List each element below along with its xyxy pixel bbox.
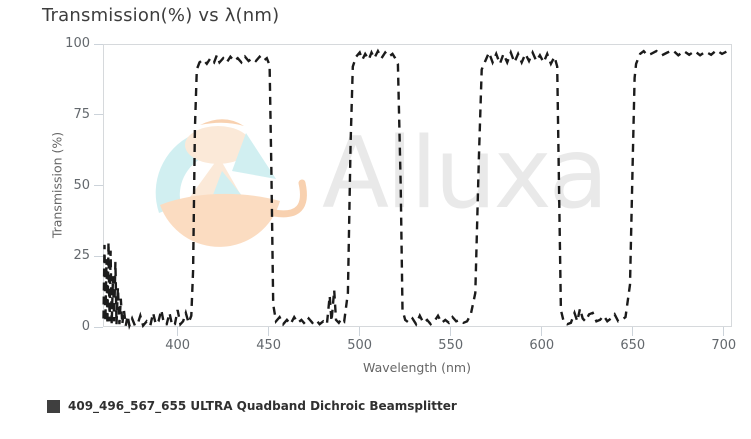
watermark-text: Alluxa: [322, 117, 609, 231]
x-tick-mark: [359, 327, 361, 336]
legend-swatch: [47, 399, 60, 413]
x-tick-mark: [450, 327, 452, 336]
x-tick-label: 400: [165, 338, 191, 353]
y-tick-label: 0: [81, 319, 90, 334]
y-tick-mark: [94, 185, 103, 186]
x-tick-mark: [268, 327, 270, 336]
x-tick-label: 600: [529, 338, 555, 353]
legend-item[interactable]: 409_496_567_655 ULTRA Quadband Dichroic …: [47, 399, 457, 413]
chart-title: Transmission(%) vs λ(nm): [42, 5, 280, 26]
x-tick-mark: [177, 327, 179, 336]
y-tick-mark: [94, 114, 103, 116]
y-tick-label: 100: [65, 36, 90, 51]
x-tick-label: 700: [711, 338, 737, 353]
x-tick-mark: [632, 327, 634, 336]
y-tick-label: 25: [73, 248, 90, 264]
x-axis-title: Wavelength (nm): [363, 360, 471, 375]
legend-label: 409_496_567_655 ULTRA Quadband Dichroic …: [68, 399, 457, 413]
x-tick-label: 650: [620, 338, 646, 353]
x-tick-label: 450: [256, 338, 282, 353]
x-tick-mark: [541, 327, 543, 336]
y-tick-mark: [94, 255, 103, 257]
y-axis-title: Transmission (%): [49, 131, 65, 239]
y-tick-label: 75: [73, 106, 90, 122]
x-tick-label: 500: [347, 338, 373, 353]
x-tick-label: 550: [438, 338, 464, 353]
y-tick-mark: [94, 326, 103, 328]
plot-area: Alluxa: [103, 44, 732, 327]
y-tick-mark: [94, 43, 103, 45]
x-tick-mark: [723, 327, 725, 336]
